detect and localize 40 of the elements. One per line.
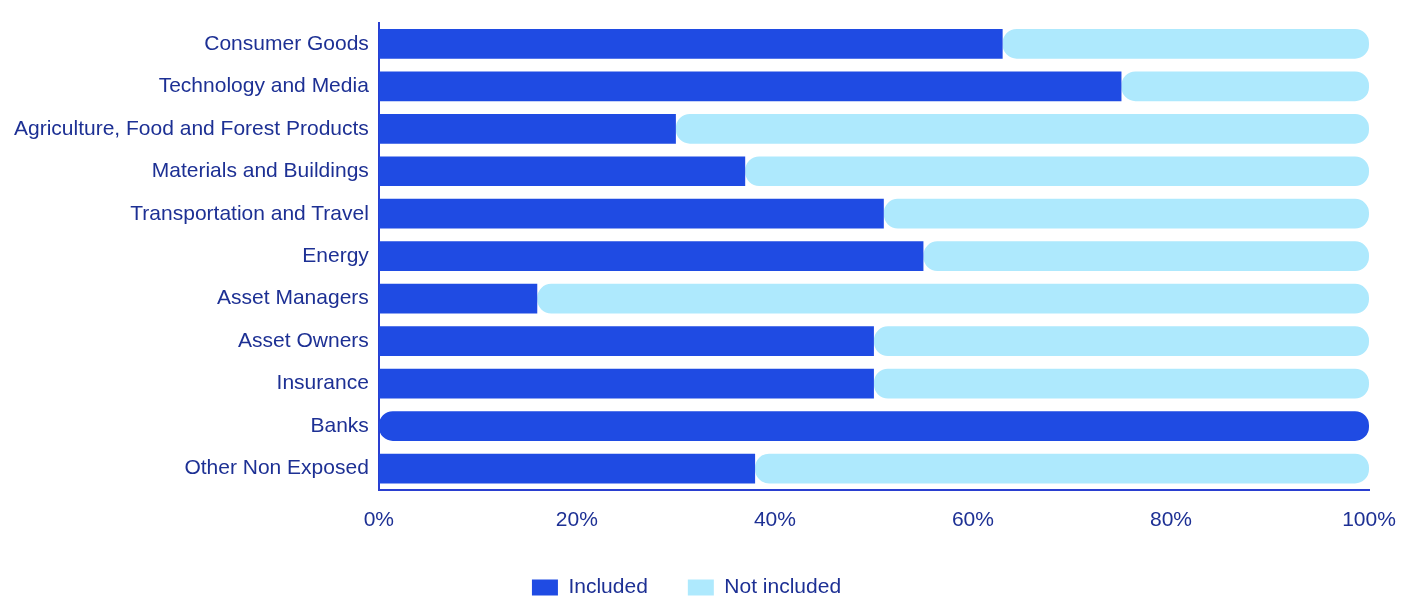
bar [873,326,1369,357]
bar [378,71,1122,102]
bar [378,453,756,484]
bar [923,241,1369,272]
bar [378,326,874,357]
y-tick-label: Asset Owners [238,327,369,351]
bar [675,113,1369,144]
x-tick-label: 20% [555,507,598,531]
bar [378,283,538,314]
x-tick-label: 0% [363,507,395,531]
bar [537,283,1369,314]
bar [378,368,874,399]
bar [378,113,676,144]
y-tick-label: Technology and Media [158,73,370,97]
y-tick-label: Materials and Buildings [151,158,369,182]
x-tick-label: 100% [1342,507,1396,531]
y-tick-label: Insurance [276,370,369,394]
legend-label: Not included [724,574,842,598]
y-tick-label: Agriculture, Food and Forest Products [13,115,369,139]
y-tick-label: Asset Managers [217,285,369,309]
bar [883,198,1369,229]
x-tick-label: 80% [1149,507,1192,531]
bar [378,241,924,272]
x-tick-label: 60% [951,507,994,531]
y-tick-label: Energy [302,243,370,266]
y-tick-label: Transportation and Travel [130,200,369,224]
bar [745,156,1369,187]
y-tick-label: Other Non Exposed [184,455,369,479]
bar [378,156,746,187]
bar [378,198,884,229]
bar [378,28,1003,59]
bar [755,453,1369,484]
x-tick-label: 40% [753,507,796,531]
bar [873,368,1369,399]
bar [1002,28,1369,59]
y-tick-label: Consumer Goods [204,30,369,54]
bar [1121,71,1369,102]
legend-label: Included [568,574,648,598]
bar [378,411,1369,441]
y-tick-label: Banks [310,412,369,436]
